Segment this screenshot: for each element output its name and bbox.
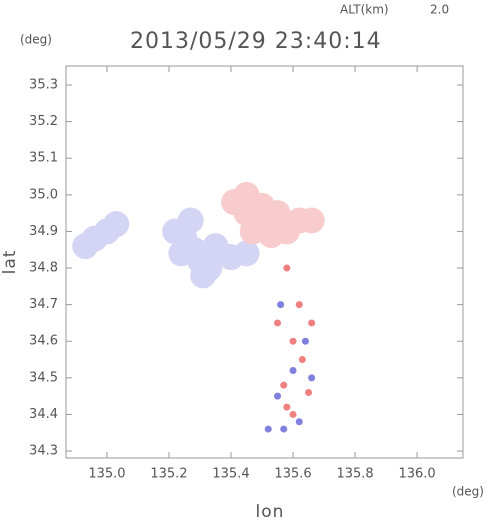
radar-point xyxy=(280,425,288,433)
y-tick-label: 35.0 xyxy=(29,187,58,202)
radar-point xyxy=(289,337,297,345)
radar-point xyxy=(233,181,260,208)
x-tick-label: 135.8 xyxy=(336,467,373,482)
radar-point xyxy=(289,367,297,375)
chart-title: 2013/05/29 23:40:14 xyxy=(130,29,382,54)
radar-point xyxy=(295,301,303,309)
radar-point xyxy=(283,264,291,272)
radar-point xyxy=(168,240,195,267)
radar-point xyxy=(280,381,288,389)
y-axis-label: lat xyxy=(0,250,20,275)
radar-point xyxy=(258,222,285,249)
radar-point xyxy=(308,319,316,327)
radar-point xyxy=(103,211,130,238)
radar-point xyxy=(289,410,297,418)
radar-point xyxy=(295,418,303,426)
y-tick-label: 34.4 xyxy=(29,407,58,422)
altitude-label: ALT(km) xyxy=(340,3,389,17)
y-tick-label: 34.8 xyxy=(29,261,58,276)
radar-point xyxy=(298,207,325,234)
y-tick-label: 34.7 xyxy=(29,297,58,312)
y-tick-label: 35.3 xyxy=(29,78,58,93)
y-tick-label: 34.6 xyxy=(29,334,58,349)
x-unit: (deg) xyxy=(452,485,484,499)
y-tick-label: 34.3 xyxy=(29,444,58,459)
y-tick-label: 34.9 xyxy=(29,224,58,239)
radar-point xyxy=(277,301,285,309)
radar-point xyxy=(233,240,260,267)
altitude-value: 2.0 xyxy=(430,3,449,17)
radar-point xyxy=(301,337,309,345)
x-tick-label: 135.0 xyxy=(88,467,125,482)
y-tick-label: 35.2 xyxy=(29,114,58,129)
x-tick-label: 136.0 xyxy=(398,467,435,482)
y-tick-label: 35.1 xyxy=(29,151,58,166)
radar-point xyxy=(274,319,282,327)
radar-point xyxy=(308,374,316,382)
radar-point xyxy=(305,388,313,396)
plot-frame xyxy=(65,65,464,459)
x-axis-label: lon xyxy=(256,502,285,521)
radar-point xyxy=(274,392,282,400)
x-tick-label: 135.4 xyxy=(212,467,249,482)
radar-point xyxy=(298,356,306,364)
x-tick-label: 135.2 xyxy=(150,467,187,482)
radar-point xyxy=(283,403,291,411)
y-tick-label: 34.5 xyxy=(29,370,58,385)
radar-point xyxy=(264,425,272,433)
radar-point xyxy=(190,262,217,289)
y-unit: (deg) xyxy=(20,33,52,47)
radar-point xyxy=(177,207,204,234)
x-tick-label: 135.6 xyxy=(274,467,311,482)
